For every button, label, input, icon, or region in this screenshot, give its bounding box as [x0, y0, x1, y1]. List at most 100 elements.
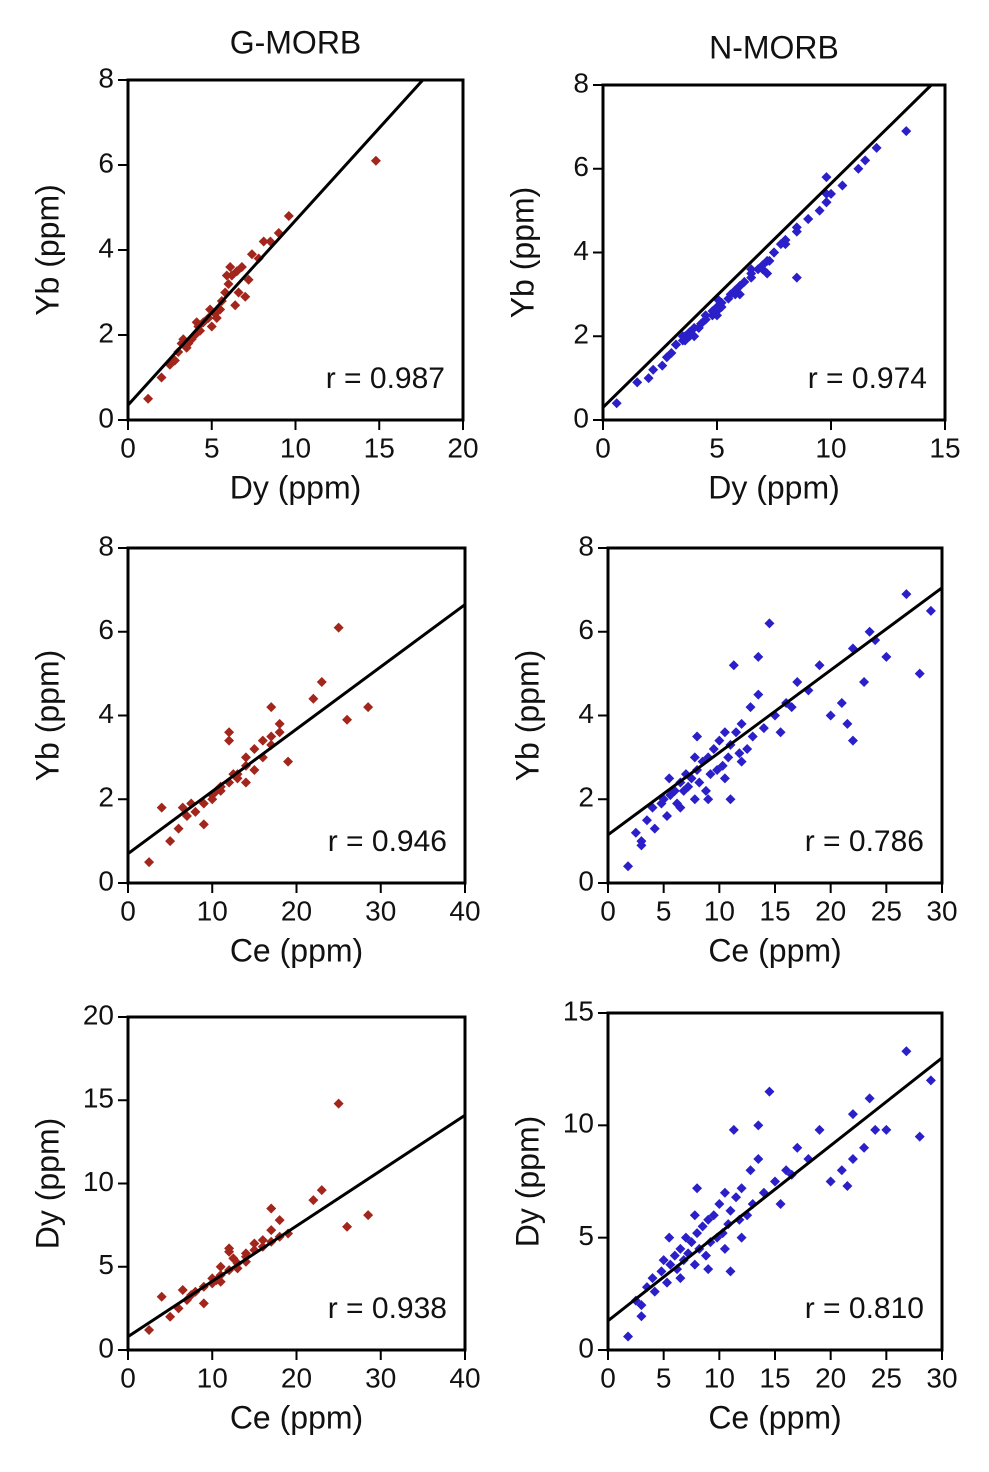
y-axis-label: Yb (ppm): [509, 650, 545, 782]
data-point: [215, 1261, 226, 1272]
fit-line: [607, 1056, 943, 1322]
data-point: [664, 1232, 675, 1243]
x-tick-label: 10: [197, 1362, 228, 1393]
data-point: [675, 1273, 686, 1284]
data-point: [165, 836, 176, 847]
data-point: [611, 398, 622, 409]
data-point: [914, 1131, 925, 1142]
data-point: [266, 702, 277, 713]
x-tick-label: 10: [704, 1362, 735, 1393]
data-point: [240, 777, 251, 788]
data-point: [664, 773, 675, 784]
data-point: [274, 718, 285, 729]
data-point: [283, 756, 294, 767]
x-axis-label: Ce (ppm): [708, 932, 841, 968]
data-point: [901, 589, 912, 600]
data-point: [925, 1075, 936, 1086]
data-point: [814, 660, 825, 671]
y-tick-label: 10: [563, 1108, 594, 1139]
data-point: [215, 1276, 226, 1287]
data-point: [221, 270, 232, 281]
data-point: [914, 668, 925, 679]
data-point: [283, 211, 294, 221]
data-point: [723, 752, 734, 763]
data-point: [700, 785, 711, 796]
x-tick-label: 20: [815, 1362, 846, 1393]
data-point: [836, 697, 847, 708]
data-point: [703, 794, 714, 805]
y-axis-label: Dy (ppm): [29, 1118, 65, 1250]
x-tick-label: 0: [600, 1362, 616, 1393]
data-point: [753, 1154, 764, 1165]
data-point: [692, 1183, 703, 1194]
y-tick-label: 8: [98, 62, 114, 93]
data-point: [717, 760, 728, 771]
data-point: [190, 806, 201, 817]
data-point: [658, 1255, 669, 1266]
data-point: [649, 823, 660, 834]
data-point: [224, 735, 235, 746]
data-point: [775, 1198, 786, 1209]
data-point: [719, 1187, 730, 1198]
data-point: [249, 744, 260, 754]
data-point: [144, 1325, 155, 1336]
data-point: [864, 626, 875, 637]
y-axis-label: Yb (ppm): [29, 650, 65, 782]
data-point: [677, 331, 688, 342]
data-point: [342, 714, 353, 725]
data-point: [842, 1180, 853, 1191]
data-point: [734, 289, 745, 300]
x-tick-label: 30: [926, 1362, 957, 1393]
y-tick-label: 4: [578, 698, 594, 729]
panel-title: N-MORB: [709, 29, 839, 65]
data-point: [747, 731, 758, 742]
data-point: [246, 249, 257, 260]
data-point: [623, 861, 634, 872]
data-point: [266, 1225, 277, 1236]
x-tick-label: 20: [815, 895, 846, 926]
data-point: [731, 1192, 742, 1203]
data-point: [847, 735, 858, 746]
data-point: [837, 180, 848, 191]
data-point: [689, 794, 700, 805]
x-tick-label: 15: [929, 432, 960, 463]
data-point: [636, 1300, 647, 1311]
data-point: [692, 731, 703, 742]
data-point: [665, 1259, 676, 1270]
data-point: [643, 373, 654, 384]
x-tick-label: 5: [656, 1362, 672, 1393]
data-point: [786, 702, 797, 713]
data-point: [240, 291, 251, 302]
data-point: [689, 1210, 700, 1221]
data-point: [769, 247, 779, 258]
y-tick-label: 6: [98, 147, 114, 178]
data-point: [847, 1154, 858, 1165]
x-tick-label: 15: [364, 432, 395, 463]
x-tick-label: 0: [595, 432, 611, 463]
data-point: [725, 1266, 736, 1277]
data-point: [316, 677, 327, 687]
x-tick-label: 10: [197, 895, 228, 926]
data-point: [228, 1253, 239, 1264]
data-point: [243, 274, 254, 285]
y-tick-label: 0: [573, 402, 589, 433]
data-point: [731, 727, 742, 738]
data-point: [666, 348, 677, 358]
x-tick-label: 40: [449, 895, 480, 926]
data-point: [700, 310, 711, 321]
data-point: [230, 300, 241, 311]
data-point: [657, 360, 668, 371]
fit-line: [126, 78, 424, 407]
y-axis-label: Yb (ppm): [29, 184, 65, 316]
data-point: [770, 1176, 780, 1187]
x-tick-label: 30: [365, 895, 396, 926]
data-point: [870, 1124, 881, 1135]
data-point: [712, 310, 722, 321]
x-tick-label: 10: [815, 432, 846, 463]
data-point: [669, 1250, 680, 1261]
y-tick-label: 4: [573, 235, 589, 266]
y-tick-label: 15: [83, 1083, 114, 1114]
data-point: [762, 268, 773, 279]
x-tick-label: 0: [600, 895, 616, 926]
data-point: [683, 781, 694, 792]
